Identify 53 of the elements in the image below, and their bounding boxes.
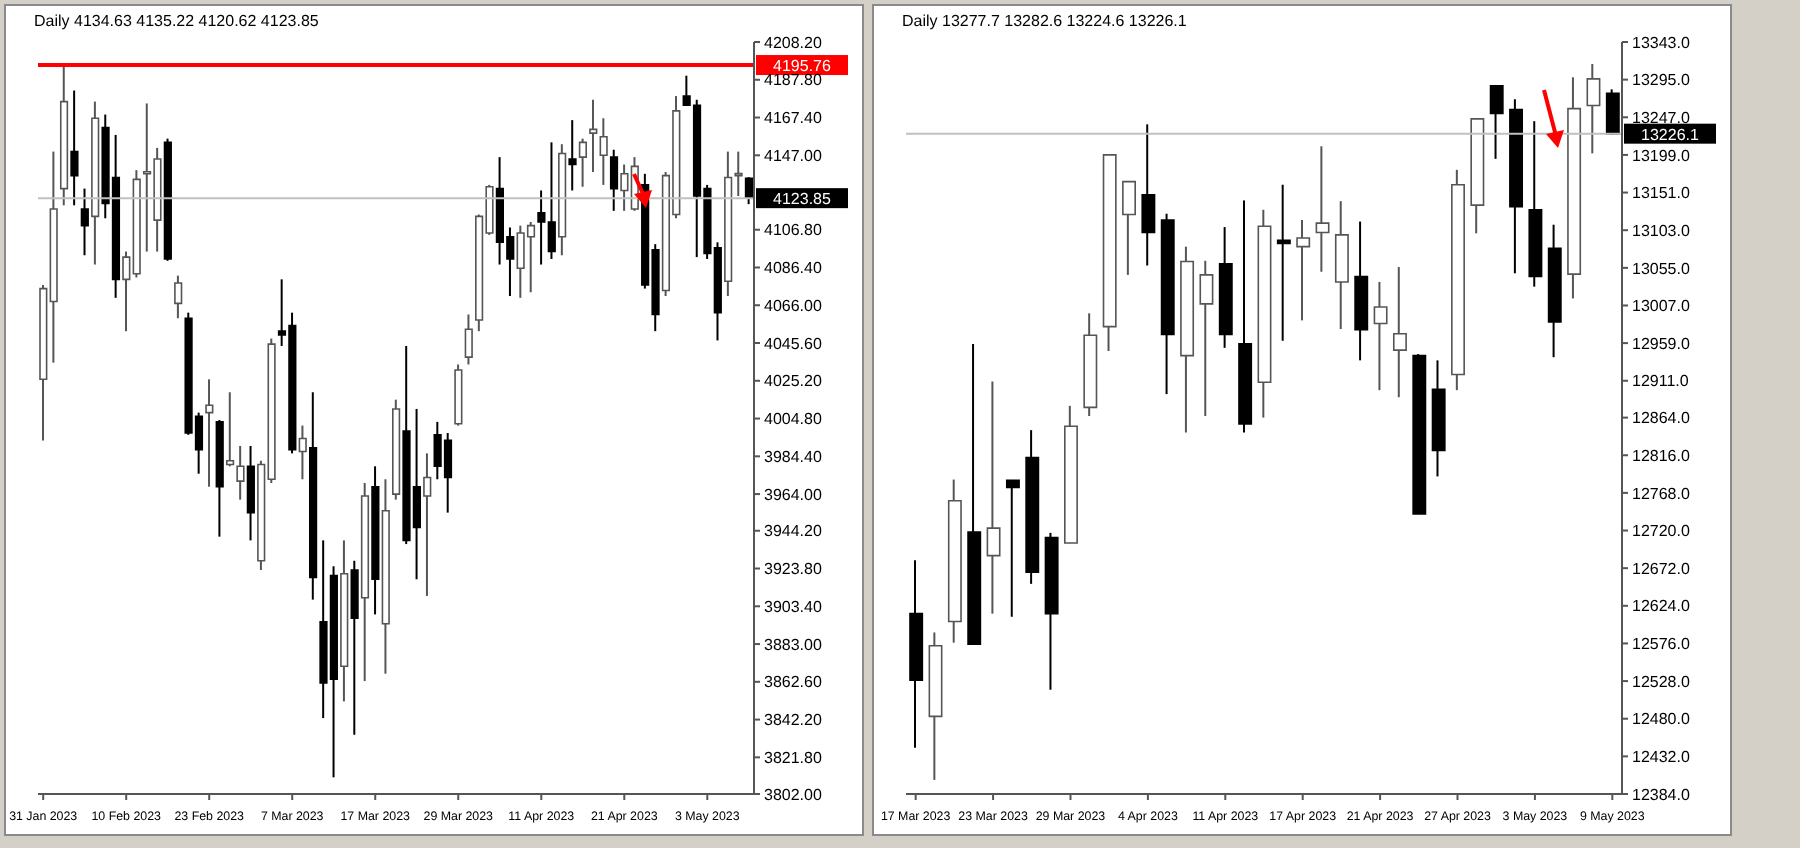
candlestick — [589, 99, 598, 172]
y-tick-label: 12911.0 — [1632, 372, 1690, 391]
y-tick-label: 4167.40 — [764, 109, 823, 128]
y-tick-label: 13103.0 — [1632, 221, 1691, 240]
ref-line-label: 4195.76 — [773, 57, 833, 76]
y-tick-label: 4208.20 — [764, 33, 823, 52]
y-tick-label: 3984.40 — [764, 448, 823, 466]
y-tick-label: 12528.0 — [1632, 672, 1691, 691]
y-tick-label: 13199.0 — [1632, 146, 1691, 165]
y-tick-label: 3883.00 — [764, 635, 823, 654]
y-tick-label: 12384.0 — [1632, 785, 1691, 804]
candlestick — [1296, 220, 1311, 321]
y-tick-label: 12432.0 — [1632, 748, 1691, 767]
ref-line-label: 13226.1 — [1641, 125, 1701, 144]
y-tick-label: 4187.80 — [764, 71, 823, 90]
y-tick-label: 3923.80 — [764, 560, 823, 579]
y-tick-label: 13007.0 — [1632, 297, 1691, 316]
y-tick-label: 12576.0 — [1632, 635, 1691, 654]
candlestick — [1005, 479, 1020, 617]
y-tick-label: 13247.0 — [1632, 108, 1691, 127]
y-tick-label: 4106.80 — [764, 221, 823, 240]
y-tick-label: 4086.40 — [764, 259, 823, 278]
y-tick-label: 13151.0 — [1632, 184, 1691, 203]
y-tick-label: 13295.0 — [1632, 71, 1691, 90]
y-tick-label: 4066.00 — [764, 296, 823, 315]
chart-title: Daily 13277.7 13282.6 13224.6 13226.1 — [902, 12, 1187, 30]
y-tick-label: 12672.0 — [1632, 559, 1691, 578]
y-tick-label: 3862.60 — [764, 673, 823, 692]
y-tick-label: 12624.0 — [1632, 597, 1691, 616]
y-tick-label: 12720.0 — [1632, 522, 1691, 541]
y-tick-label: 3903.40 — [764, 597, 823, 616]
y-tick-label: 3944.20 — [764, 522, 823, 541]
y-tick-label: 13343.0 — [1632, 33, 1691, 52]
y-tick-label: 12480.0 — [1632, 710, 1691, 729]
y-tick-label: 4004.80 — [764, 410, 823, 429]
candlestick — [734, 151, 743, 197]
y-tick-label: 4147.00 — [764, 146, 823, 165]
y-tick-label: 12864.0 — [1632, 409, 1691, 428]
y-tick-label: 3802.00 — [764, 785, 823, 804]
candlestick — [1315, 146, 1330, 272]
y-tick-label: 4045.60 — [764, 334, 823, 353]
y-tick-label: 13055.0 — [1632, 259, 1691, 278]
y-tick-label: 12768.0 — [1632, 484, 1691, 503]
y-tick-label: 12959.0 — [1632, 334, 1691, 353]
y-tick-label: 4025.20 — [764, 372, 823, 391]
y-tick-label: 3821.80 — [764, 749, 823, 768]
ref-line-label: 4123.85 — [773, 190, 833, 209]
y-tick-label: 3842.20 — [764, 711, 823, 730]
candlestick — [205, 379, 214, 487]
candlestick — [225, 392, 235, 467]
chart-title: Daily 4134.63 4135.22 4120.62 4123.85 — [34, 12, 319, 30]
y-tick-label: 12816.0 — [1632, 446, 1691, 465]
y-tick-label: 3964.00 — [764, 485, 823, 504]
